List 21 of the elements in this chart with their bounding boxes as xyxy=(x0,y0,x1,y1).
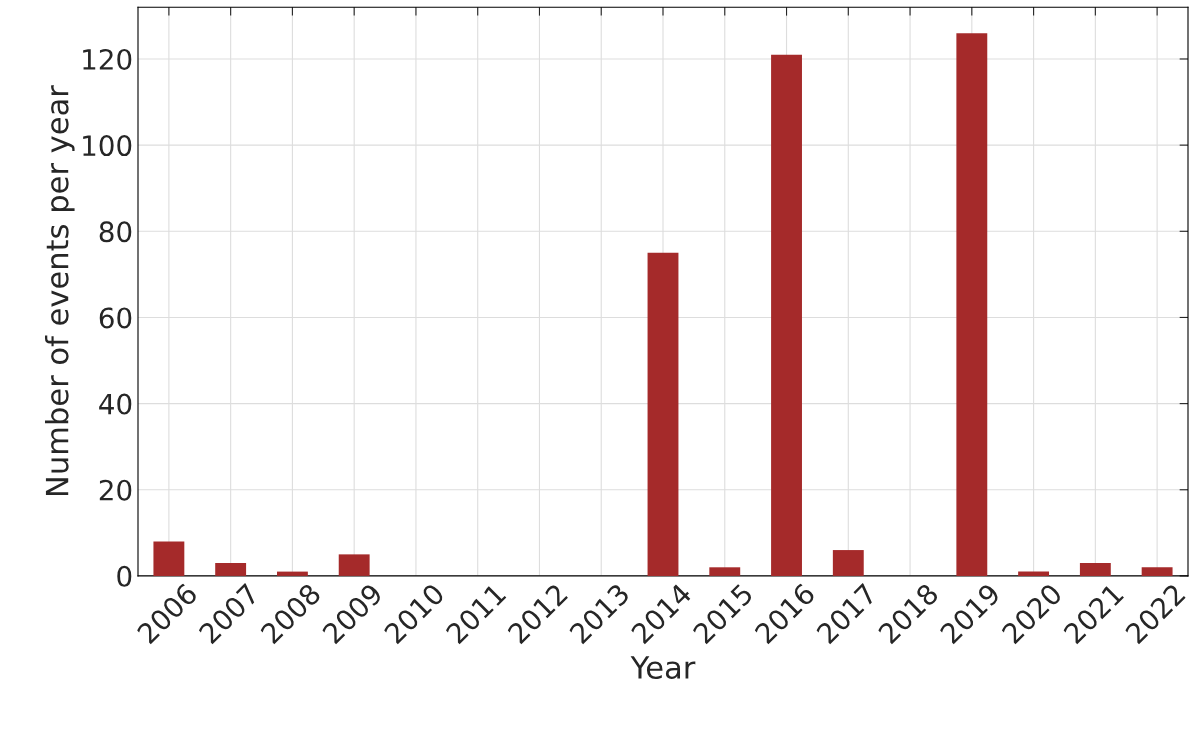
bar xyxy=(956,33,988,576)
bar xyxy=(832,550,864,576)
y-tick-label: 80 xyxy=(99,221,132,243)
y-tick-label: 40 xyxy=(99,393,132,415)
bar xyxy=(1018,571,1050,576)
bar xyxy=(771,54,802,576)
bar xyxy=(276,571,308,576)
bar xyxy=(1079,562,1111,576)
y-tick-label: 120 xyxy=(83,48,132,70)
bar xyxy=(153,541,185,576)
x-axis-title: Year xyxy=(630,656,696,679)
bar xyxy=(1141,567,1173,576)
y-tick-label: 20 xyxy=(99,479,132,501)
bar xyxy=(647,252,679,576)
y-tick-label: 60 xyxy=(99,307,132,329)
y-tick-label: 0 xyxy=(117,565,132,587)
bar xyxy=(215,562,247,576)
bar xyxy=(338,554,370,576)
bar xyxy=(709,567,741,576)
y-axis-title: Number of events per year xyxy=(44,85,75,496)
y-tick-label: 100 xyxy=(83,135,132,157)
